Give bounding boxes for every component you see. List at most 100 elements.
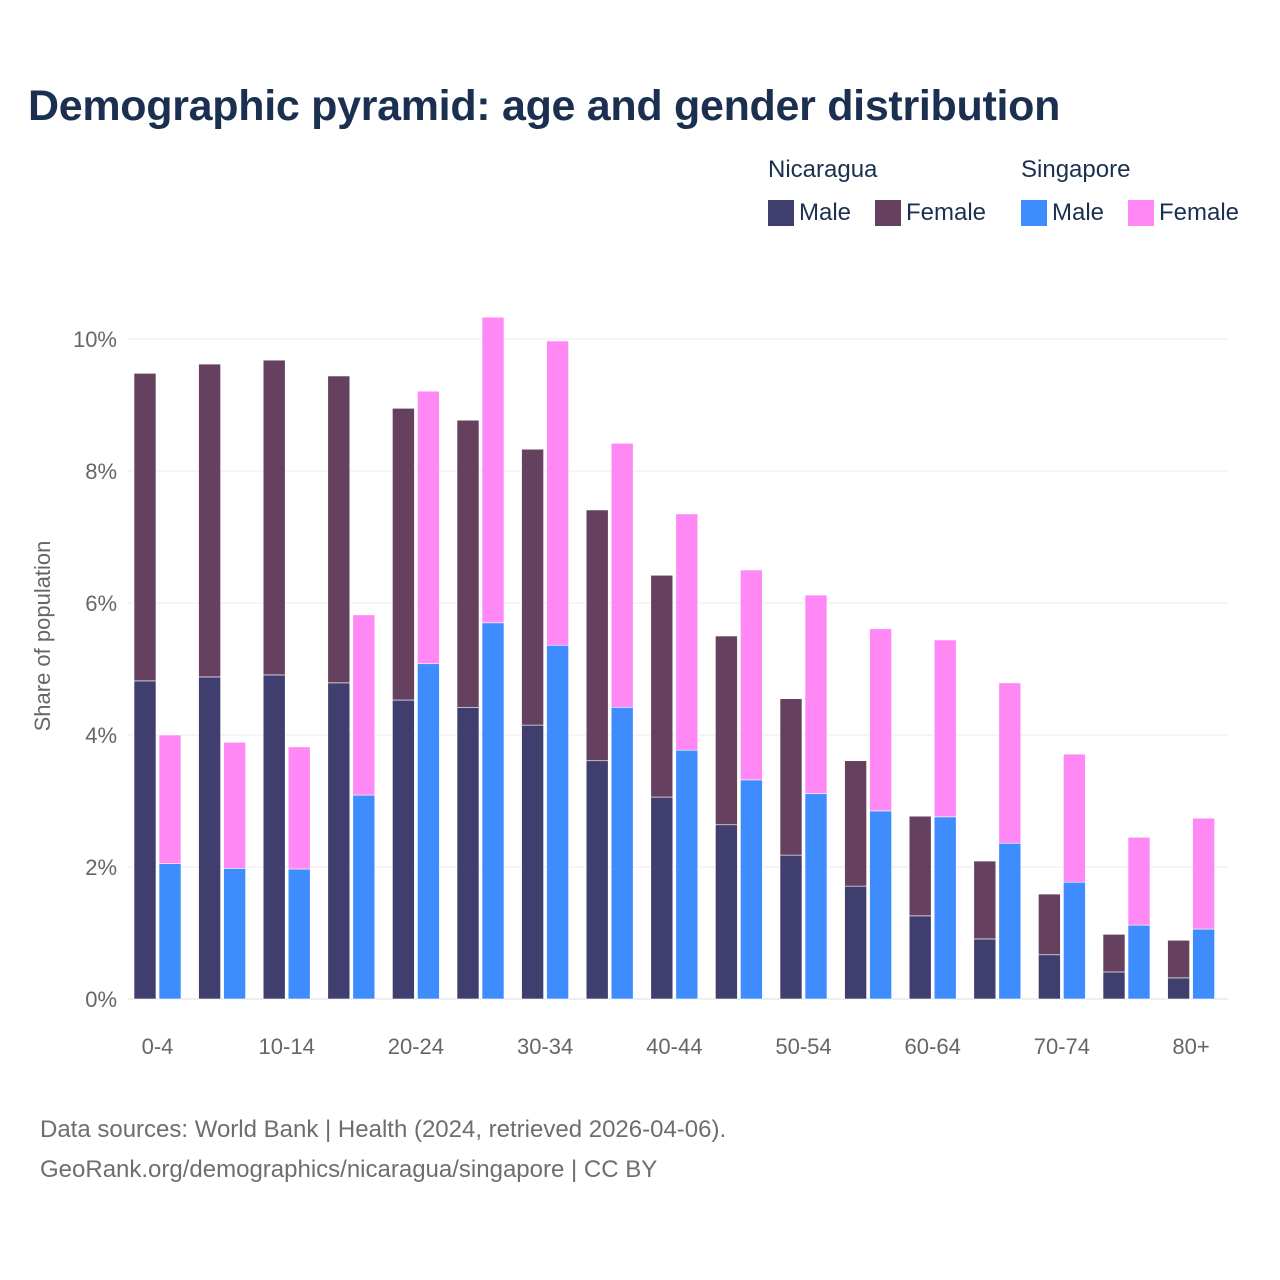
bar-singapore-female-20-24	[417, 390, 440, 665]
bar-nicaragua-male-20-24	[392, 699, 415, 1000]
legend-swatch	[1021, 200, 1047, 226]
legend-group-singapore: Singapore	[1021, 156, 1131, 183]
bar-nicaragua-male-0-4	[133, 680, 157, 1000]
bar-nicaragua-female-50-54	[779, 698, 803, 856]
bar-singapore-male-5-9	[223, 868, 246, 1000]
bar-singapore-female-70-74	[1063, 753, 1086, 883]
bar-nicaragua-female-80+	[1167, 939, 1190, 979]
legend-singapore-male: Male	[1021, 199, 1104, 227]
bar-nicaragua-male-55-59	[844, 885, 867, 1000]
bar-nicaragua-male-70-74	[1038, 954, 1061, 1000]
bar-singapore-male-50-54	[804, 793, 828, 1000]
legend-label: Female	[906, 199, 987, 226]
bar-singapore-female-60-64	[933, 639, 957, 818]
bar-singapore-male-55-59	[869, 810, 892, 1000]
bar-nicaragua-female-35-39	[585, 509, 609, 762]
bar-singapore-female-55-59	[869, 628, 892, 812]
bar-singapore-male-45-49	[740, 779, 763, 1000]
bar-singapore-female-15-19	[352, 614, 376, 796]
bar-singapore-male-70-74	[1063, 881, 1086, 1000]
bar-singapore-male-20-24	[417, 663, 440, 1000]
legend-label: Male	[799, 199, 852, 226]
bar-singapore-male-35-39	[610, 706, 634, 1000]
bar-singapore-female-30-34	[546, 340, 569, 646]
bar-nicaragua-female-70-74	[1038, 893, 1061, 956]
x-tick-label: 40-44	[646, 1034, 702, 1059]
x-tick-label: 0-4	[142, 1034, 174, 1059]
legend-group-nicaragua: Nicaragua	[768, 156, 878, 183]
bar-singapore-male-60-64	[933, 816, 957, 1000]
bar-nicaragua-male-75-79	[1102, 971, 1126, 1000]
legend-swatch	[875, 200, 901, 226]
bar-nicaragua-male-30-34	[521, 724, 544, 1000]
bar-singapore-male-15-19	[352, 794, 376, 1000]
source-url: GeoRank.org/demographics/nicaragua/singa…	[40, 1156, 658, 1183]
x-tick-label: 50-54	[775, 1034, 831, 1059]
bar-singapore-female-75-79	[1127, 836, 1151, 926]
bar-nicaragua-female-0-4	[133, 373, 157, 682]
legend-label: Male	[1052, 199, 1105, 226]
bar-nicaragua-female-45-49	[715, 635, 738, 826]
bar-singapore-female-65-69	[998, 682, 1022, 844]
bar-nicaragua-female-40-44	[650, 574, 674, 798]
y-tick-label: 4%	[85, 723, 117, 748]
bar-singapore-male-25-29	[481, 622, 505, 1000]
bar-nicaragua-male-80+	[1167, 977, 1190, 1000]
bar-singapore-female-25-29	[481, 316, 505, 624]
bar-nicaragua-female-25-29	[456, 419, 480, 708]
bar-singapore-male-80+	[1192, 928, 1215, 1000]
bar-nicaragua-male-45-49	[715, 824, 738, 1000]
legend-singapore-female: Female	[1128, 199, 1239, 227]
bar-singapore-male-30-34	[546, 644, 569, 1000]
bar-singapore-female-40-44	[675, 513, 699, 751]
y-tick-label: 8%	[85, 459, 117, 484]
legend-swatch	[768, 200, 794, 226]
bar-singapore-female-0-4	[158, 734, 182, 864]
x-tick-label: 10-14	[259, 1034, 315, 1059]
bar-nicaragua-female-60-64	[908, 815, 932, 917]
x-tick-label: 20-24	[388, 1034, 444, 1059]
bar-singapore-male-40-44	[675, 749, 699, 1000]
legend-label: Female	[1159, 199, 1240, 226]
chart-title: Demographic pyramid: age and gender dist…	[28, 82, 1061, 130]
bar-singapore-male-65-69	[998, 842, 1022, 1000]
bar-singapore-female-5-9	[223, 741, 246, 869]
y-axis-label: Share of population	[30, 541, 55, 732]
bar-nicaragua-female-5-9	[198, 363, 221, 678]
x-tick-label: 30-34	[517, 1034, 573, 1059]
bar-nicaragua-female-55-59	[844, 760, 867, 887]
bar-singapore-female-45-49	[740, 569, 763, 781]
legend-swatch	[1128, 200, 1154, 226]
bar-nicaragua-male-35-39	[585, 760, 609, 1000]
legend-nicaragua-male: Male	[768, 199, 851, 227]
source-line: Data sources: World Bank | Health (2024,…	[40, 1116, 727, 1143]
bar-nicaragua-female-30-34	[521, 448, 544, 726]
bar-singapore-female-35-39	[610, 442, 634, 708]
bar-singapore-female-50-54	[804, 594, 828, 795]
x-tick-label: 80+	[1172, 1034, 1209, 1059]
bar-singapore-male-75-79	[1127, 924, 1151, 1000]
legend-nicaragua-female: Female	[875, 199, 986, 227]
bar-nicaragua-female-15-19	[327, 375, 351, 684]
bar-nicaragua-male-15-19	[327, 682, 351, 1000]
bar-nicaragua-male-40-44	[650, 796, 674, 1000]
bar-nicaragua-male-50-54	[779, 854, 803, 1000]
bar-singapore-male-0-4	[158, 863, 182, 1000]
bar-nicaragua-male-10-14	[262, 674, 286, 1000]
bar-nicaragua-male-25-29	[456, 706, 480, 1000]
x-tick-label: 60-64	[905, 1034, 961, 1059]
bar-singapore-female-10-14	[287, 746, 311, 870]
y-tick-label: 2%	[85, 855, 117, 880]
y-tick-label: 10%	[73, 327, 117, 352]
y-tick-label: 0%	[85, 987, 117, 1012]
bar-nicaragua-male-60-64	[908, 915, 932, 1000]
bar-nicaragua-male-65-69	[973, 938, 997, 1000]
bar-nicaragua-female-10-14	[262, 359, 286, 676]
bar-singapore-female-80+	[1192, 817, 1215, 930]
bar-nicaragua-female-20-24	[392, 407, 415, 701]
y-tick-label: 6%	[85, 591, 117, 616]
bar-singapore-male-10-14	[287, 868, 311, 1000]
bar-nicaragua-female-75-79	[1102, 934, 1126, 973]
bar-nicaragua-female-65-69	[973, 860, 997, 940]
